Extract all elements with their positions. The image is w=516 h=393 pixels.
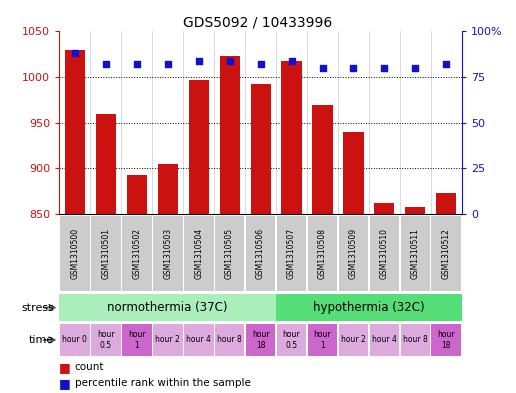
Bar bbox=[215, 216, 245, 291]
Text: hour 8: hour 8 bbox=[403, 336, 428, 344]
Text: GSM1310508: GSM1310508 bbox=[318, 228, 327, 279]
Text: hour 4: hour 4 bbox=[186, 336, 211, 344]
Bar bbox=[91, 324, 121, 356]
Bar bbox=[59, 294, 276, 321]
Bar bbox=[189, 80, 209, 214]
Bar bbox=[431, 324, 461, 356]
Bar bbox=[91, 216, 121, 291]
Text: GSM1310509: GSM1310509 bbox=[349, 228, 358, 279]
Point bbox=[164, 61, 172, 68]
Text: hour 4: hour 4 bbox=[372, 336, 397, 344]
Point bbox=[225, 57, 234, 64]
Text: GSM1310511: GSM1310511 bbox=[411, 228, 420, 279]
Bar bbox=[282, 61, 301, 214]
Bar bbox=[127, 175, 147, 214]
Bar bbox=[122, 324, 152, 356]
Point bbox=[71, 50, 79, 57]
Bar bbox=[344, 132, 364, 214]
Bar bbox=[369, 216, 399, 291]
Point bbox=[318, 65, 327, 71]
Bar bbox=[246, 216, 276, 291]
Point bbox=[380, 65, 389, 71]
Text: GSM1310505: GSM1310505 bbox=[225, 228, 234, 279]
Text: hour
0.5: hour 0.5 bbox=[283, 330, 300, 350]
Text: ■: ■ bbox=[59, 376, 71, 390]
Bar bbox=[375, 203, 395, 214]
Text: hour
0.5: hour 0.5 bbox=[97, 330, 115, 350]
Bar bbox=[215, 324, 245, 356]
Bar bbox=[338, 216, 368, 291]
Point bbox=[349, 65, 358, 71]
Bar bbox=[313, 105, 332, 214]
Text: GSM1310501: GSM1310501 bbox=[101, 228, 110, 279]
Point bbox=[287, 57, 296, 64]
Text: normothermia (37C): normothermia (37C) bbox=[107, 301, 228, 314]
Bar bbox=[276, 294, 462, 321]
Text: GDS5092 / 10433996: GDS5092 / 10433996 bbox=[183, 15, 332, 29]
Bar bbox=[400, 324, 430, 356]
Text: GSM1310510: GSM1310510 bbox=[380, 228, 389, 279]
Text: hour 2: hour 2 bbox=[155, 336, 180, 344]
Text: hour
18: hour 18 bbox=[438, 330, 455, 350]
Text: time: time bbox=[29, 335, 54, 345]
Text: GSM1310507: GSM1310507 bbox=[287, 228, 296, 279]
Bar bbox=[277, 324, 307, 356]
Text: ■: ■ bbox=[59, 361, 71, 374]
Text: hour 8: hour 8 bbox=[217, 336, 242, 344]
Text: hour
1: hour 1 bbox=[128, 330, 146, 350]
Bar bbox=[60, 216, 90, 291]
Bar bbox=[406, 207, 426, 214]
Point bbox=[133, 61, 141, 68]
Bar bbox=[308, 216, 337, 291]
Point bbox=[256, 61, 265, 68]
Bar bbox=[400, 216, 430, 291]
Bar bbox=[437, 193, 457, 214]
Text: GSM1310512: GSM1310512 bbox=[442, 228, 451, 279]
Point bbox=[442, 61, 450, 68]
Bar bbox=[96, 114, 116, 214]
Point bbox=[102, 61, 110, 68]
Bar bbox=[184, 324, 214, 356]
Bar bbox=[60, 324, 90, 356]
Bar bbox=[308, 324, 337, 356]
Bar bbox=[277, 216, 307, 291]
Text: percentile rank within the sample: percentile rank within the sample bbox=[75, 378, 251, 388]
Text: stress: stress bbox=[21, 303, 54, 312]
Bar bbox=[158, 164, 178, 214]
Point bbox=[195, 57, 203, 64]
Text: hour 0: hour 0 bbox=[62, 336, 87, 344]
Text: count: count bbox=[75, 362, 104, 373]
Bar bbox=[184, 216, 214, 291]
Text: GSM1310503: GSM1310503 bbox=[163, 228, 172, 279]
Bar bbox=[369, 324, 399, 356]
Bar bbox=[65, 50, 85, 214]
Bar bbox=[220, 56, 240, 214]
Bar bbox=[153, 324, 183, 356]
Text: GSM1310502: GSM1310502 bbox=[132, 228, 141, 279]
Text: hour
18: hour 18 bbox=[252, 330, 269, 350]
Bar bbox=[122, 216, 152, 291]
Text: hypothermia (32C): hypothermia (32C) bbox=[313, 301, 425, 314]
Bar bbox=[338, 324, 368, 356]
Text: hour 2: hour 2 bbox=[341, 336, 366, 344]
Text: hour
1: hour 1 bbox=[314, 330, 331, 350]
Bar bbox=[246, 324, 276, 356]
Text: GSM1310504: GSM1310504 bbox=[194, 228, 203, 279]
Bar bbox=[251, 84, 271, 214]
Bar bbox=[431, 216, 461, 291]
Point bbox=[411, 65, 420, 71]
Text: GSM1310500: GSM1310500 bbox=[70, 228, 79, 279]
Text: GSM1310506: GSM1310506 bbox=[256, 228, 265, 279]
Bar bbox=[153, 216, 183, 291]
